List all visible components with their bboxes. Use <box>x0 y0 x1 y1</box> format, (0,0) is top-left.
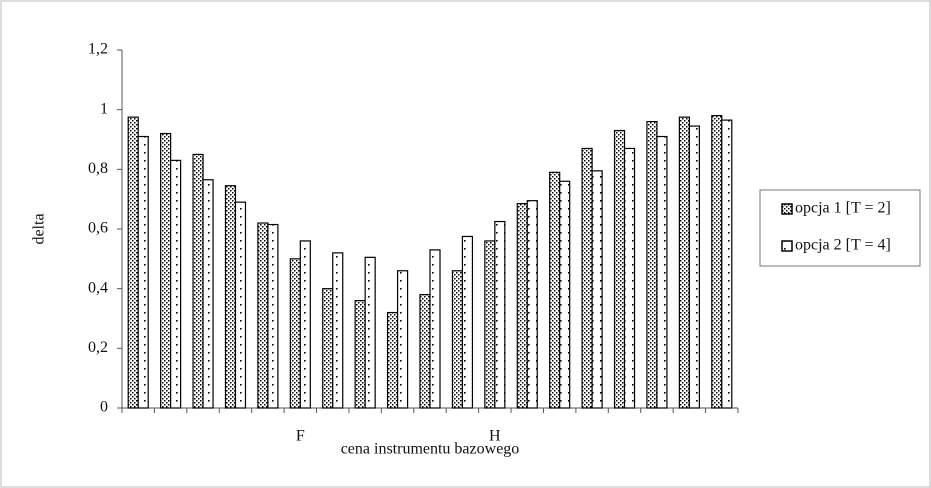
bar <box>516 203 528 409</box>
bar <box>127 116 139 409</box>
bar <box>419 294 431 409</box>
legend-label: opcja 2 [T = 4] <box>795 237 891 254</box>
y-tick-label: 1,2 <box>88 41 108 58</box>
y-tick-label: 1 <box>100 100 108 117</box>
legend-box <box>759 189 921 267</box>
bar <box>623 147 636 409</box>
legend-label: opcja 1 [T = 2] <box>795 200 891 217</box>
bar <box>170 159 182 409</box>
bar <box>354 300 366 409</box>
x-axis-label: cena instrumentu bazowego <box>341 441 520 458</box>
bar <box>234 201 247 409</box>
bar <box>289 258 301 409</box>
bar <box>257 222 269 409</box>
bar <box>526 200 538 409</box>
bar <box>549 171 561 409</box>
y-tick-label: 0,6 <box>88 220 108 237</box>
bar <box>332 252 344 409</box>
x-tick-label: H <box>489 428 501 445</box>
bar <box>364 256 376 409</box>
legend-swatch <box>781 203 793 215</box>
bar <box>386 311 399 409</box>
bar <box>711 115 723 409</box>
bar <box>559 180 571 409</box>
y-tick-label: 0,8 <box>88 160 108 177</box>
bar <box>396 270 409 409</box>
bar <box>646 120 658 409</box>
bar <box>192 153 204 409</box>
y-tick-label: 0 <box>100 399 108 416</box>
bar <box>202 179 214 409</box>
legend-swatch <box>781 240 793 252</box>
bar <box>678 116 690 409</box>
bar <box>494 220 506 409</box>
bar <box>160 132 172 409</box>
bar <box>267 223 279 409</box>
y-axis-label: delta <box>31 213 48 244</box>
bar <box>137 135 149 409</box>
bar <box>451 270 464 409</box>
bar <box>688 125 700 409</box>
bar <box>322 288 334 409</box>
bar <box>721 119 733 409</box>
bar <box>613 129 626 409</box>
bar <box>484 240 496 409</box>
bar <box>461 235 474 409</box>
bar <box>591 170 603 409</box>
y-tick-label: 0,4 <box>88 279 108 296</box>
bar <box>581 147 593 409</box>
y-tick-label: 0,2 <box>88 339 108 356</box>
bar <box>429 249 441 409</box>
bar <box>656 135 668 409</box>
x-tick-label: F <box>296 428 305 445</box>
bar <box>299 240 311 409</box>
bar <box>224 185 237 409</box>
